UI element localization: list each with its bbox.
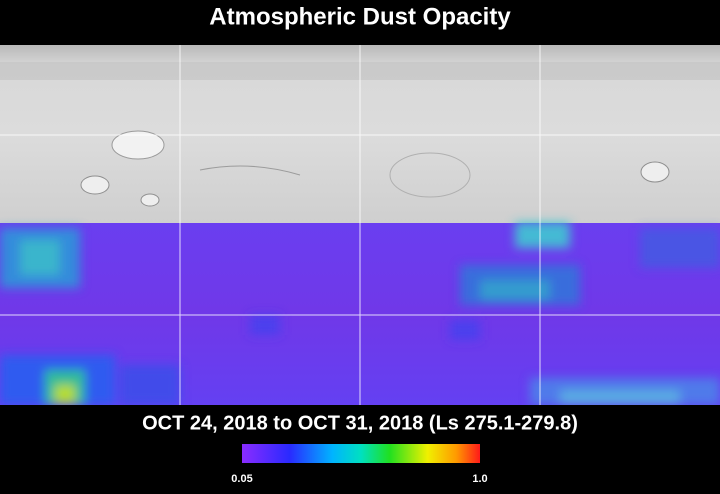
- dust-patches: [0, 222, 720, 405]
- colorbar-tick-label: 1.0: [472, 473, 487, 485]
- colorbar: [242, 444, 480, 463]
- colorbar-labels: 0.05 1.0: [231, 473, 487, 485]
- volcano: [640, 161, 670, 183]
- basin: [389, 152, 471, 198]
- volcano: [80, 175, 110, 195]
- volcano: [111, 130, 165, 160]
- map: [0, 45, 720, 405]
- graticule: [0, 45, 720, 405]
- colorbar-tick-label: 0.05: [231, 473, 252, 485]
- date-range: OCT 24, 2018 to OCT 31, 2018 (Ls 275.1-2…: [142, 412, 578, 434]
- map-title: Atmospheric Dust Opacity: [209, 3, 511, 30]
- volcano: [140, 193, 160, 207]
- canyon: [199, 165, 301, 176]
